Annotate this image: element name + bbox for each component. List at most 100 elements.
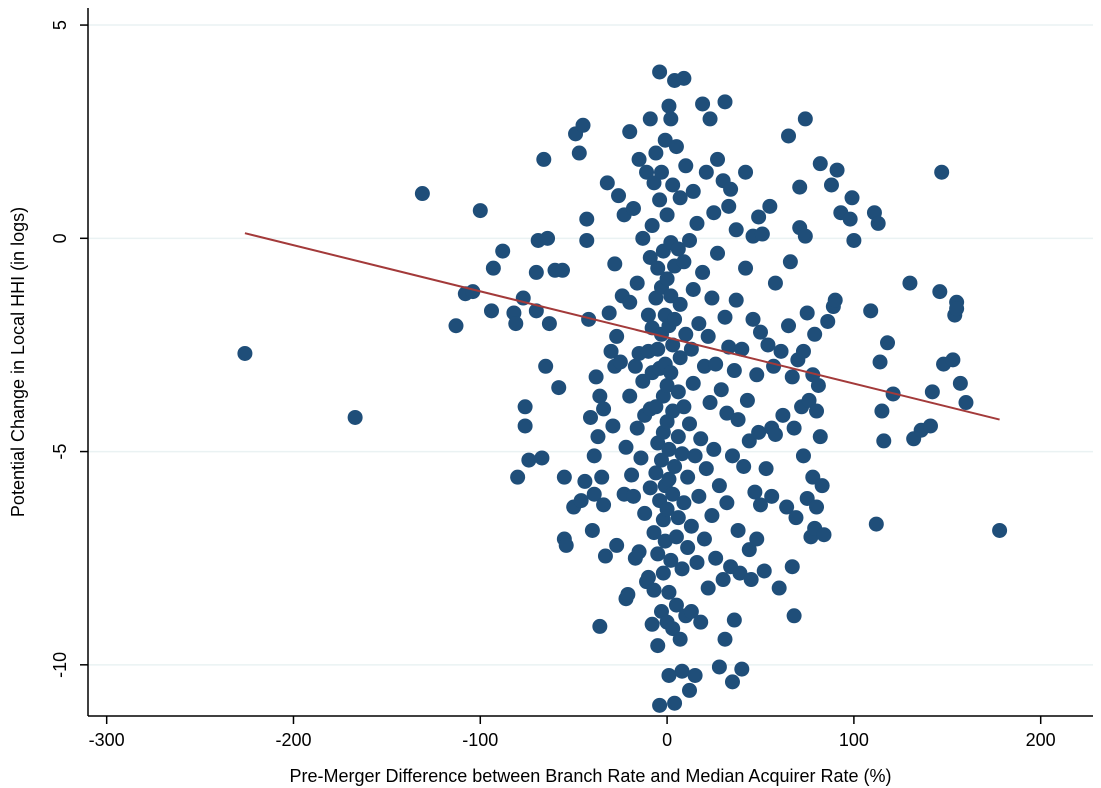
data-point <box>812 156 828 172</box>
data-point <box>663 111 679 127</box>
data-point <box>807 326 823 342</box>
data-point <box>597 548 613 564</box>
data-point <box>635 230 651 246</box>
data-point <box>629 275 645 291</box>
data-point <box>650 638 666 654</box>
data-point <box>814 478 830 494</box>
data-point <box>902 275 918 291</box>
data-point <box>534 450 550 466</box>
data-point <box>764 488 780 504</box>
data-point <box>756 563 772 579</box>
data-point <box>517 399 533 415</box>
data-point <box>680 469 696 485</box>
data-point <box>667 458 683 474</box>
data-point <box>646 582 662 598</box>
data-point <box>696 531 712 547</box>
data-point <box>607 256 623 272</box>
data-point <box>551 380 567 396</box>
y-tick-label: 0 <box>50 233 70 243</box>
data-point <box>665 177 681 193</box>
data-point <box>949 301 965 317</box>
data-point <box>872 354 888 370</box>
data-point <box>827 292 843 308</box>
data-point <box>689 215 705 231</box>
data-point <box>698 461 714 477</box>
data-point <box>592 618 608 634</box>
data-point <box>700 328 716 344</box>
y-tick-label: -5 <box>50 444 70 460</box>
x-tick-label: 200 <box>1026 730 1056 750</box>
data-point <box>648 145 664 161</box>
data-point <box>637 505 653 521</box>
data-point <box>670 510 686 526</box>
data-point <box>788 510 804 526</box>
data-point <box>625 200 641 216</box>
data-point <box>678 326 694 342</box>
data-point <box>795 448 811 464</box>
data-point <box>758 461 774 477</box>
data-point <box>631 151 647 167</box>
x-tick-label: 100 <box>839 730 869 750</box>
data-point <box>661 584 677 600</box>
data-point <box>540 230 556 246</box>
data-point <box>741 542 757 558</box>
data-point <box>670 241 686 257</box>
data-point <box>685 281 701 297</box>
data-point <box>676 399 692 415</box>
axes: -300 -200 -100 0 100 200 -10 -5 0 5 <box>50 8 1093 750</box>
data-point <box>670 429 686 445</box>
data-point <box>579 211 595 227</box>
data-point <box>711 659 727 675</box>
data-point <box>706 205 722 221</box>
data-point <box>601 305 617 321</box>
data-point <box>784 369 800 385</box>
y-tick-label: -10 <box>50 652 70 678</box>
data-point <box>752 497 768 513</box>
data-point <box>829 162 845 178</box>
x-tick-label: -200 <box>275 730 311 750</box>
data-point <box>612 354 628 370</box>
data-point <box>674 446 690 462</box>
data-point <box>672 350 688 366</box>
data-point <box>726 612 742 628</box>
data-point <box>581 311 597 327</box>
data-point <box>685 375 701 391</box>
data-point <box>749 367 765 383</box>
data-point <box>594 469 610 485</box>
data-point <box>609 537 625 553</box>
data-point <box>779 499 795 515</box>
data-point <box>874 403 890 419</box>
data-point <box>672 190 688 206</box>
data-point <box>760 337 776 353</box>
data-point <box>766 358 782 374</box>
data-point <box>639 164 655 180</box>
data-point <box>786 608 802 624</box>
fit-line-layer <box>244 232 1000 421</box>
data-point <box>661 667 677 683</box>
data-point <box>655 565 671 581</box>
data-point <box>745 311 761 327</box>
x-tick-label: -300 <box>89 730 125 750</box>
data-point <box>683 604 699 620</box>
data-point <box>668 139 684 155</box>
data-point <box>728 292 744 308</box>
data-point <box>622 294 638 310</box>
data-point <box>611 188 627 204</box>
data-point <box>728 222 744 238</box>
data-point <box>781 318 797 334</box>
data-point <box>646 525 662 541</box>
data-point <box>573 493 589 509</box>
data-point <box>842 211 858 227</box>
data-point <box>958 395 974 411</box>
data-point <box>719 405 735 421</box>
data-point <box>732 565 748 581</box>
data-point <box>676 495 692 511</box>
data-point <box>687 667 703 683</box>
data-point <box>661 98 677 114</box>
data-point <box>710 245 726 261</box>
data-point <box>620 586 636 602</box>
data-point <box>751 424 767 440</box>
data-point <box>704 508 720 524</box>
data-point <box>762 198 778 214</box>
data-point <box>704 290 720 306</box>
